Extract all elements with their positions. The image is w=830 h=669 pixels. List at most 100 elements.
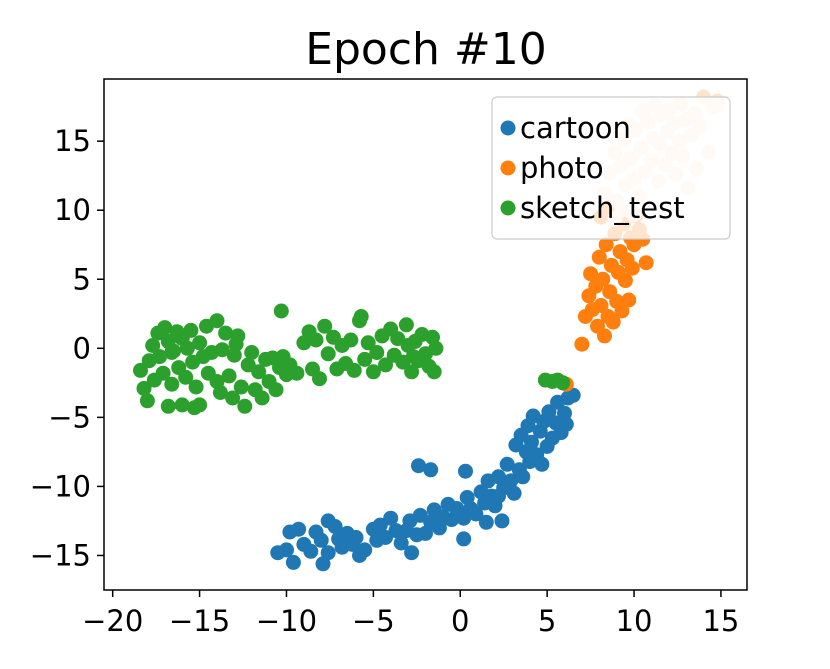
y-tick-label: 10	[54, 193, 91, 227]
point-sketch-test-44	[251, 364, 267, 380]
legend-box	[491, 96, 731, 240]
series-photo	[558, 199, 654, 392]
point-sketch-test-98	[555, 375, 571, 391]
point-sketch-test-90	[428, 340, 444, 356]
point-sketch-test-20	[183, 322, 199, 338]
point-photo-26	[624, 260, 640, 276]
point-cartoon-17	[348, 530, 364, 545]
point-sketch-test-72	[360, 335, 376, 351]
point-sketch-test-74	[369, 345, 385, 360]
point-cartoon-2	[285, 554, 301, 570]
legend-label-photo: photo	[520, 151, 604, 185]
point-sketch-test-68	[346, 362, 362, 378]
point-cartoon-79	[423, 462, 439, 478]
point-cartoon-12	[327, 519, 343, 534]
point-cartoon-58	[515, 469, 531, 485]
point-cartoon-10	[320, 545, 336, 561]
legend-label-cartoon: cartoon	[520, 111, 631, 145]
series-cartoon	[270, 387, 581, 572]
point-sketch-test-59	[308, 332, 324, 348]
series-sketch-test	[133, 303, 571, 416]
point-sketch-test-45	[254, 390, 270, 406]
point-sketch-test-73	[365, 364, 381, 380]
point-cartoon-43	[468, 506, 484, 522]
point-cartoon-76	[565, 387, 581, 403]
x-tick-label: 5	[538, 604, 556, 638]
point-cartoon-78	[411, 458, 426, 474]
point-cartoon-1	[279, 542, 294, 558]
point-sketch-test-70	[353, 309, 369, 324]
point-sketch-test-19	[179, 340, 195, 356]
point-sketch-test-42	[244, 345, 260, 360]
point-photo-0	[574, 336, 590, 352]
point-photo-7	[591, 249, 607, 265]
point-cartoon-25	[388, 523, 404, 539]
point-photo-11	[598, 237, 614, 253]
point-sketch-test-71	[357, 351, 373, 367]
point-photo-3	[583, 266, 599, 282]
point-sketch-test-32	[212, 385, 228, 400]
point-sketch-test-83	[404, 364, 420, 380]
legend-marker-cartoon	[500, 120, 516, 136]
point-sketch-test-16	[174, 397, 190, 413]
point-sketch-test-36	[225, 390, 241, 406]
point-sketch-test-0	[133, 362, 148, 378]
x-tick-label: 15	[702, 604, 739, 638]
point-cartoon-54	[506, 485, 522, 501]
point-cartoon-52	[499, 456, 515, 472]
y-axis: −15 −10 −5 0 5 10 15	[30, 124, 104, 572]
point-sketch-test-7	[152, 349, 168, 365]
point-sketch-test-4	[145, 338, 161, 353]
point-photo-20	[614, 303, 630, 319]
point-sketch-test-54	[273, 303, 289, 319]
point-photo-15	[605, 314, 621, 330]
point-sketch-test-76	[378, 357, 393, 373]
point-sketch-test-91	[426, 364, 442, 380]
point-photo-9	[595, 271, 611, 287]
point-photo-24	[621, 292, 637, 308]
y-tick-label: −15	[30, 538, 91, 572]
point-photo-8	[593, 298, 609, 313]
point-sketch-test-35	[221, 368, 237, 384]
point-sketch-test-33	[214, 342, 230, 358]
point-cartoon-26	[393, 535, 409, 551]
point-sketch-test-55	[289, 365, 305, 381]
y-tick-label: −5	[48, 400, 91, 434]
point-cartoon-24	[383, 510, 399, 526]
x-tick-label: 10	[616, 604, 653, 638]
point-sketch-test-93	[164, 345, 180, 360]
point-cartoon-8	[313, 532, 329, 548]
point-sketch-test-49	[268, 382, 284, 398]
x-tick-label: 0	[451, 604, 469, 638]
point-sketch-test-24	[192, 397, 208, 413]
x-tick-label: −15	[169, 604, 230, 638]
point-cartoon-77	[558, 416, 574, 432]
point-photo-10	[597, 328, 612, 344]
point-cartoon-82	[478, 514, 494, 530]
point-sketch-test-12	[164, 376, 180, 392]
point-sketch-test-10	[160, 398, 176, 414]
legend-label-sketch-test: sketch_test	[520, 191, 685, 225]
point-cartoon-4	[291, 521, 307, 537]
x-tick-label: −20	[82, 604, 143, 638]
point-sketch-test-18	[178, 369, 194, 385]
point-sketch-test-34	[218, 325, 234, 341]
legend-marker-sketch-test	[500, 200, 516, 216]
point-sketch-test-92	[405, 349, 421, 365]
point-sketch-test-8	[155, 365, 171, 381]
point-cartoon-62	[524, 434, 539, 450]
point-sketch-test-2	[139, 393, 155, 409]
point-sketch-test-94	[228, 336, 244, 352]
point-sketch-test-60	[312, 371, 327, 387]
point-cartoon-81	[456, 531, 472, 547]
point-sketch-test-9	[157, 320, 173, 336]
point-cartoon-19	[357, 542, 373, 558]
y-tick-label: −10	[30, 469, 91, 503]
point-cartoon-74	[557, 405, 572, 421]
chart-title: Epoch #10	[305, 24, 547, 75]
point-cartoon-29	[404, 545, 420, 561]
x-axis: −20 −15 −10 −5 0 5 10 15	[82, 590, 739, 638]
point-sketch-test-25	[192, 335, 208, 351]
